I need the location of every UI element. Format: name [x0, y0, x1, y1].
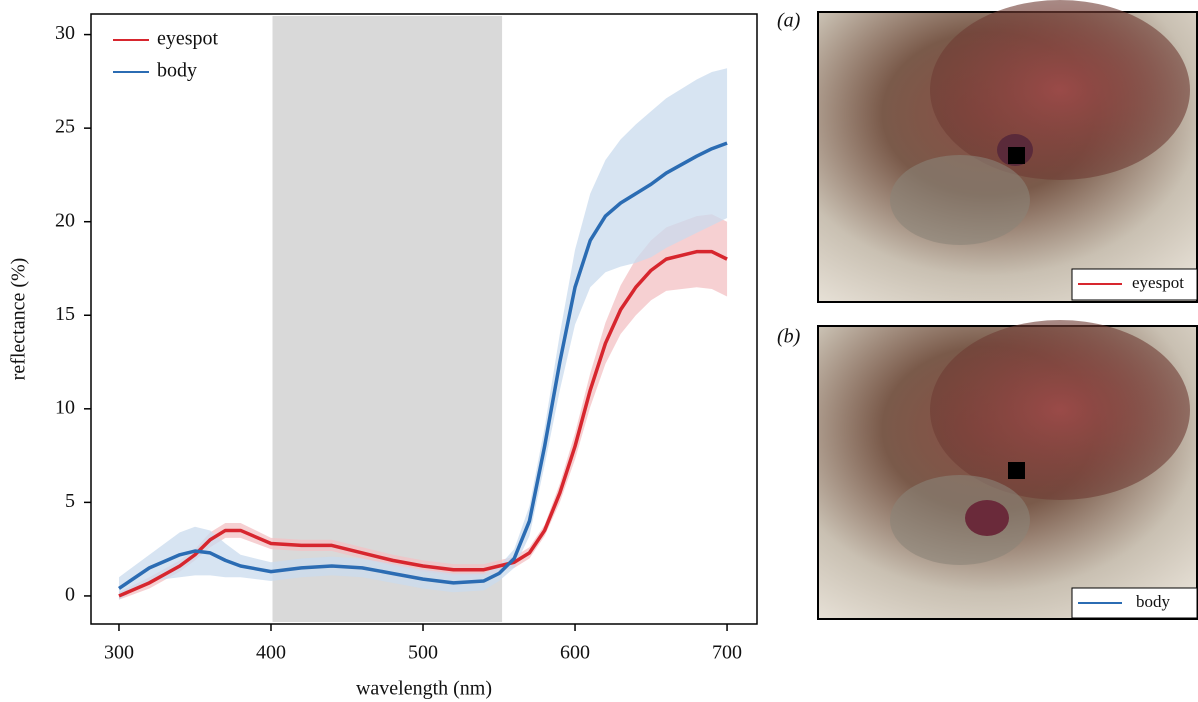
plot-area: 300 400 500 600 700 0 5 10 15 20 25 30 eyespot body — [55, 13, 758, 664]
plot-frame — [90, 13, 758, 625]
y-tick-label: 25 — [55, 116, 75, 138]
shaded-region — [272, 16, 503, 622]
legend-label: body — [157, 60, 197, 82]
y-tick-label: 10 — [55, 396, 75, 418]
panel-legend: body — [1136, 592, 1171, 611]
y-tick-label: 20 — [55, 209, 75, 231]
photo-panel-a — [817, 0, 1198, 303]
legend-label: eyespot — [157, 28, 219, 50]
x-tick-label: 600 — [560, 642, 590, 664]
error-band — [118, 68, 728, 600]
line — [117, 141, 728, 590]
x-tick-label: 500 — [408, 642, 438, 664]
y-tick-label: 30 — [55, 22, 75, 44]
y-tick-label: 5 — [65, 490, 75, 512]
y-tick-label: 15 — [55, 303, 75, 325]
x-tick-label: 300 — [104, 642, 134, 664]
photo-panel-b — [817, 320, 1198, 620]
x-axis-label: wavelength (nm) — [356, 678, 492, 700]
panel-label: (b) — [777, 326, 801, 348]
y-axis-label: reflectance (%) — [8, 258, 30, 381]
x-tick-label: 400 — [256, 642, 286, 664]
x-tick-label: 700 — [712, 642, 742, 664]
line — [118, 249, 728, 598]
panel-legend: eyespot — [1132, 273, 1184, 292]
panel-label: (a) — [777, 10, 801, 32]
y-tick-label: 0 — [65, 584, 75, 606]
